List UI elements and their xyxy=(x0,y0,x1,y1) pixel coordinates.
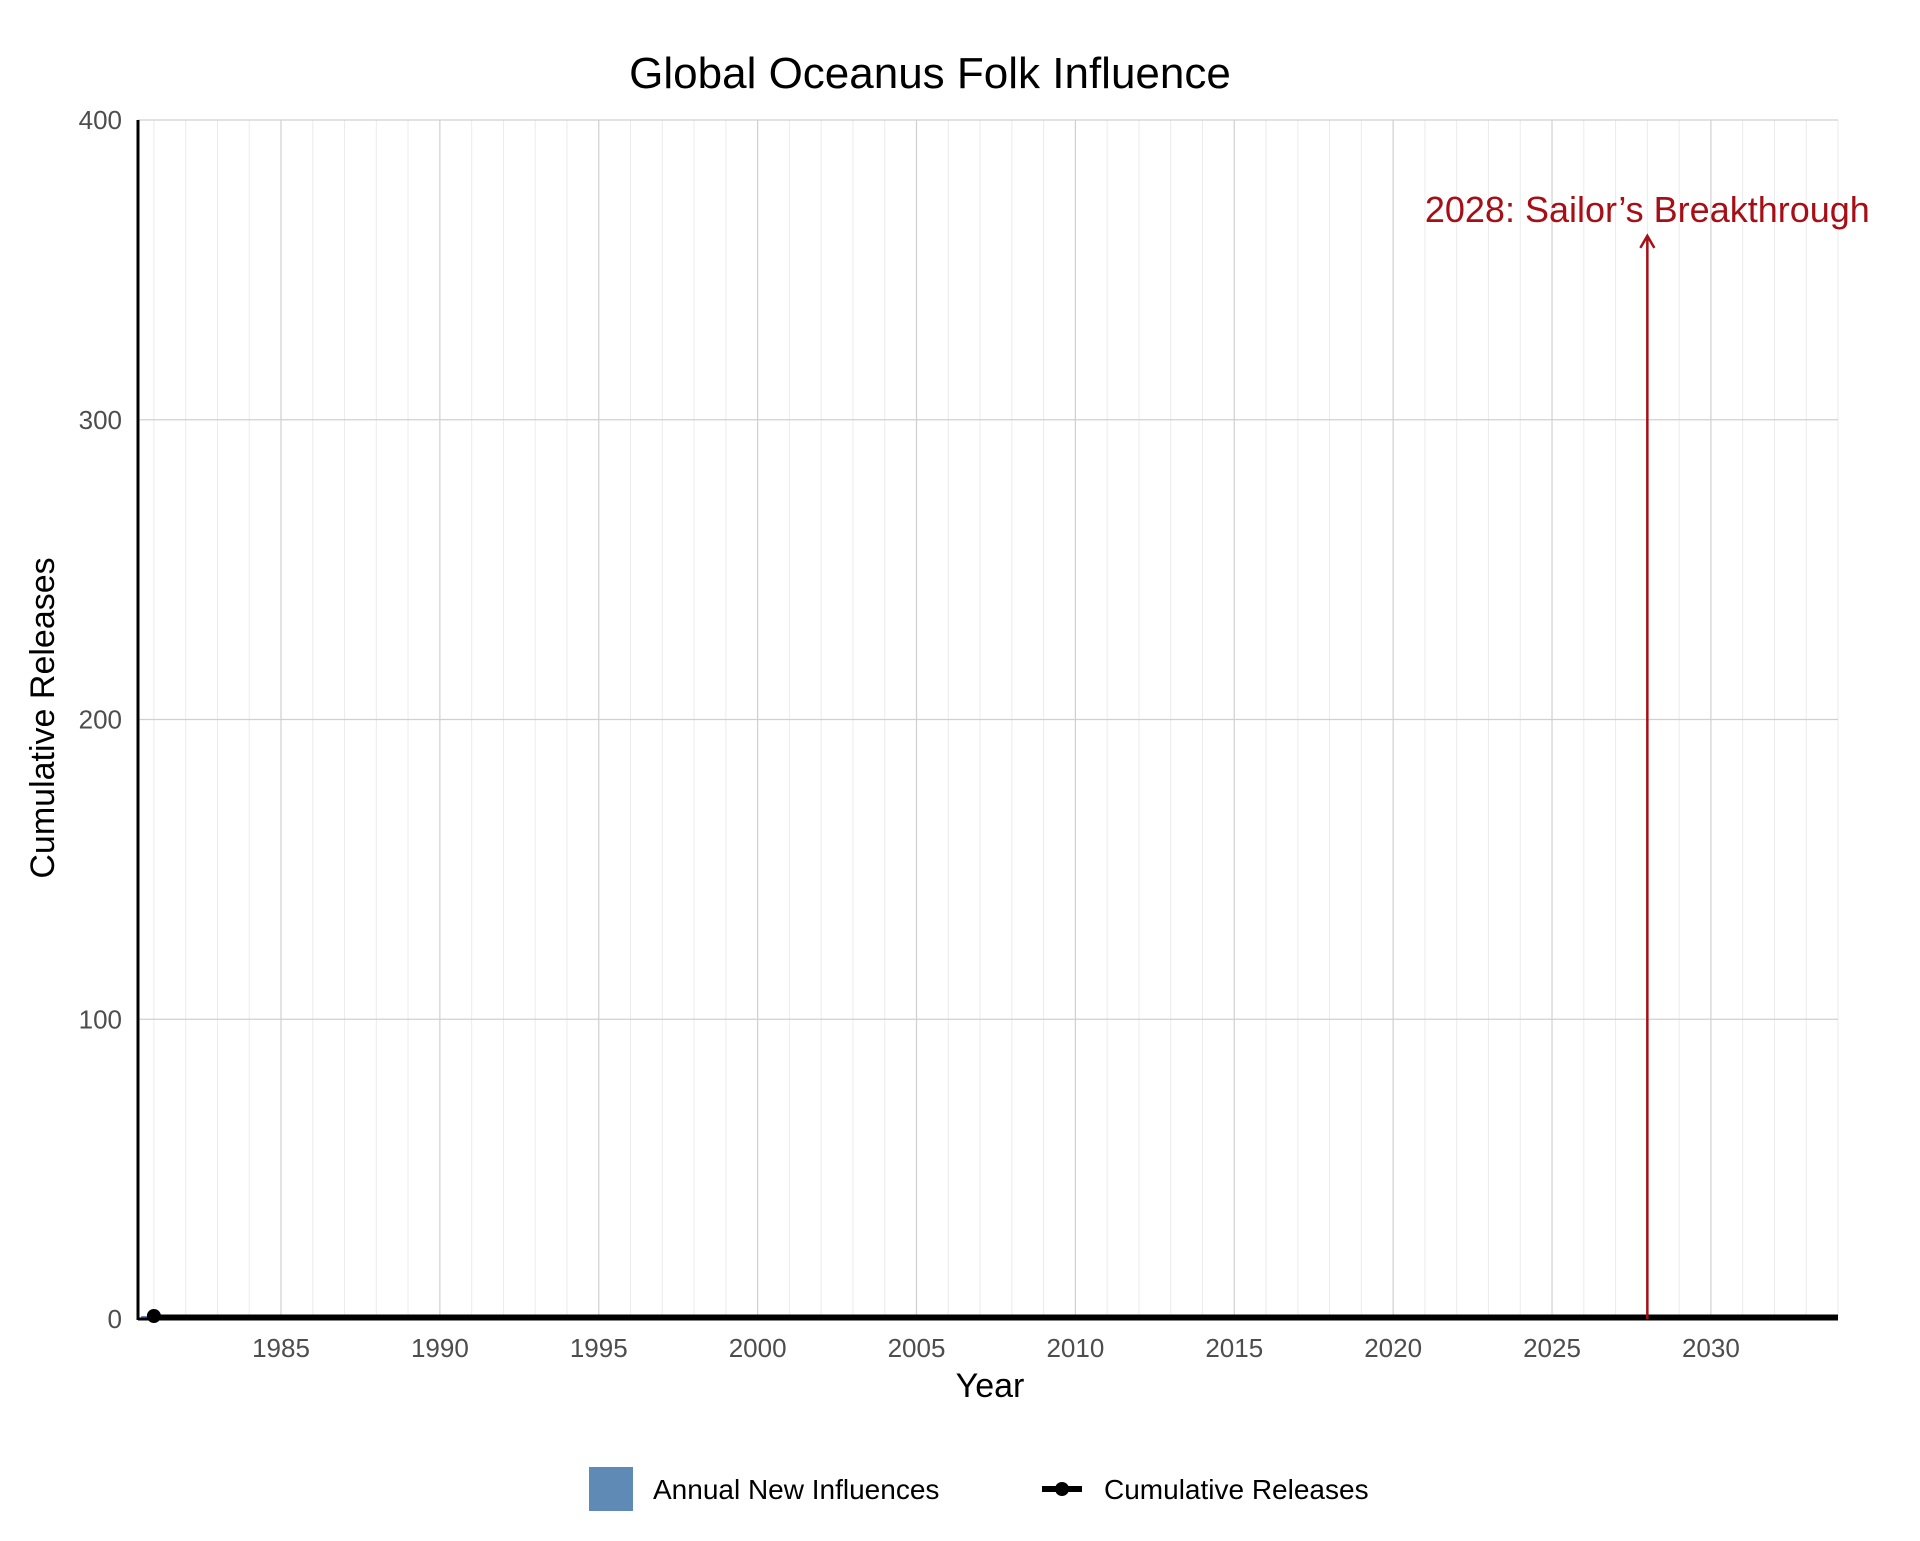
line-series xyxy=(146,1309,1838,1324)
annotations: 2028: Sailor’s Breakthrough xyxy=(1425,189,1870,1319)
chart-title: Global Oceanus Folk Influence xyxy=(629,49,1231,98)
legend-label-annual-new-influences: Annual New Influences xyxy=(653,1474,939,1505)
x-tick-label: 1995 xyxy=(570,1333,628,1363)
y-tick-label: 200 xyxy=(79,705,122,735)
y-tick-label: 400 xyxy=(79,105,122,135)
legend-marker-cumulative-releases xyxy=(1055,1482,1069,1496)
y-tick-label: 100 xyxy=(79,1004,122,1034)
x-tick-label: 2000 xyxy=(729,1333,787,1363)
axes: 1985 1990 1995 2000 2005 2010 2015 2020 2025 2030… xyxy=(79,105,1838,1363)
x-tick-label: 1990 xyxy=(411,1333,469,1363)
x-tick-label: 2010 xyxy=(1046,1333,1104,1363)
legend-label-cumulative-releases: Cumulative Releases xyxy=(1104,1474,1369,1505)
x-axis-title: Year xyxy=(956,1367,1025,1405)
grid-lines xyxy=(138,119,1839,1320)
annotation-arrow-head xyxy=(1639,233,1656,249)
x-tick-label: 2005 xyxy=(888,1333,946,1363)
x-tick-label: 2030 xyxy=(1682,1333,1740,1363)
point-cumulative-releases xyxy=(146,1309,161,1324)
x-tick-label: 2015 xyxy=(1205,1333,1263,1363)
x-tick-label: 2025 xyxy=(1523,1333,1581,1363)
y-tick-label: 300 xyxy=(79,405,122,435)
y-tick-label: 0 xyxy=(108,1304,122,1334)
legend: Annual New Influences Cumulative Release… xyxy=(589,1467,1369,1511)
x-tick-label: 1985 xyxy=(252,1333,310,1363)
y-axis-title: Cumulative Releases xyxy=(24,557,62,878)
x-tick-label: 2020 xyxy=(1364,1333,1422,1363)
annotation-label: 2028: Sailor’s Breakthrough xyxy=(1425,189,1870,230)
legend-swatch-annual-new-influences xyxy=(589,1467,633,1511)
